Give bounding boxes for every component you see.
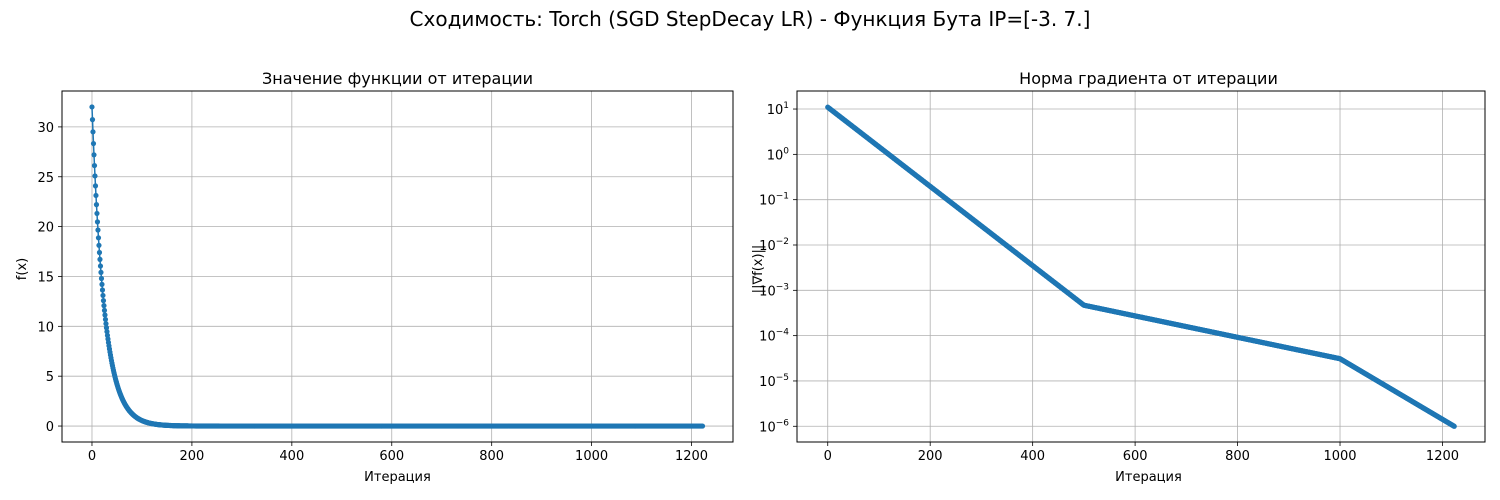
x-tick-label: 200 (179, 449, 204, 464)
y-tick-label: 10−2 (759, 237, 789, 254)
data-point (89, 117, 96, 123)
y-tick-label: 30 (37, 121, 54, 136)
data-point (92, 183, 99, 189)
data-point (95, 235, 102, 241)
data-point (99, 281, 105, 287)
data-point (96, 242, 102, 248)
chart-title: Норма градиента от итерации (1019, 69, 1278, 88)
x-tick-label: 1200 (1426, 449, 1459, 464)
data-point (101, 307, 108, 314)
x-tick-label: 0 (88, 449, 96, 464)
y-tick-label: 10−1 (759, 192, 789, 209)
data-point (1451, 423, 1457, 429)
x-tick-label: 600 (379, 449, 404, 464)
function-value-chart: Значение функции от итерации Итерация f(… (15, 69, 734, 485)
series (825, 104, 1457, 429)
x-axis-label: Итерация (1115, 470, 1182, 485)
y-tick-label: 5 (46, 370, 54, 385)
y-tick-label: 101 (767, 101, 789, 118)
data-point (699, 423, 706, 429)
y-tick-label: 10−4 (759, 328, 789, 345)
x-tick-label: 800 (479, 449, 504, 464)
data-point (94, 219, 101, 225)
grid (62, 91, 733, 442)
gradient-norm-chart: Норма градиента от итерации Итерация ||∇… (751, 69, 1486, 485)
y-tick-label: 10 (37, 320, 54, 335)
data-point (90, 140, 97, 147)
data-point (97, 263, 104, 269)
series (89, 104, 706, 429)
x-axis-label: Итерация (364, 470, 431, 485)
data-point (94, 210, 100, 217)
data-point (102, 316, 109, 323)
data-point (97, 256, 103, 262)
y-axis-label: ||∇f(x)|| (751, 245, 766, 294)
x-tick-label: 400 (1020, 449, 1045, 464)
x-tick-label: 200 (918, 449, 943, 464)
data-point (98, 275, 105, 282)
data-point (91, 162, 98, 169)
y-tick-label: 20 (37, 221, 54, 236)
data-point (100, 298, 107, 304)
figure-title: Сходимость: Torch (SGD StepDecay LR) - Ф… (410, 7, 1091, 31)
data-point (92, 173, 98, 179)
plot-frame (796, 90, 1486, 443)
data-point (103, 325, 110, 331)
x-tick-label: 800 (1225, 449, 1250, 464)
y-tick-label: 10−6 (759, 418, 789, 435)
data-point (98, 269, 104, 275)
ticks: 0 200 400 600 800 1000 1200 0 5 10 15 20 25 30 (37, 121, 708, 464)
x-tick-label: 1000 (575, 449, 608, 464)
data-point (101, 303, 107, 309)
data-point (89, 104, 95, 110)
x-tick-label: 600 (1123, 449, 1148, 464)
x-tick-label: 1000 (1323, 449, 1356, 464)
data-point (93, 202, 100, 208)
data-point (93, 192, 99, 199)
y-axis-label: f(x) (15, 258, 30, 280)
ticks: 0 200 400 600 800 1000 1200 10−6 10−5 10−4 10−3 10−… (759, 101, 1459, 464)
plot-frame (61, 90, 734, 443)
y-tick-label: 10−5 (759, 373, 789, 390)
grid (797, 91, 1485, 442)
x-tick-label: 1200 (675, 449, 708, 464)
chart-title: Значение функции от итерации (262, 69, 533, 88)
y-tick-label: 15 (37, 270, 54, 285)
data-point (96, 249, 103, 256)
data-point (90, 129, 96, 135)
data-point (95, 227, 101, 233)
data-point (102, 312, 108, 318)
y-tick-label: 100 (767, 146, 790, 163)
x-tick-label: 400 (279, 449, 304, 464)
data-point (91, 152, 97, 158)
y-tick-label: 25 (37, 171, 54, 186)
data-point (100, 292, 106, 299)
y-tick-label: 0 (46, 420, 54, 435)
x-tick-label: 0 (824, 449, 832, 464)
data-point (103, 321, 109, 327)
y-tick-label: 10−3 (759, 282, 789, 299)
data-point (99, 287, 106, 293)
